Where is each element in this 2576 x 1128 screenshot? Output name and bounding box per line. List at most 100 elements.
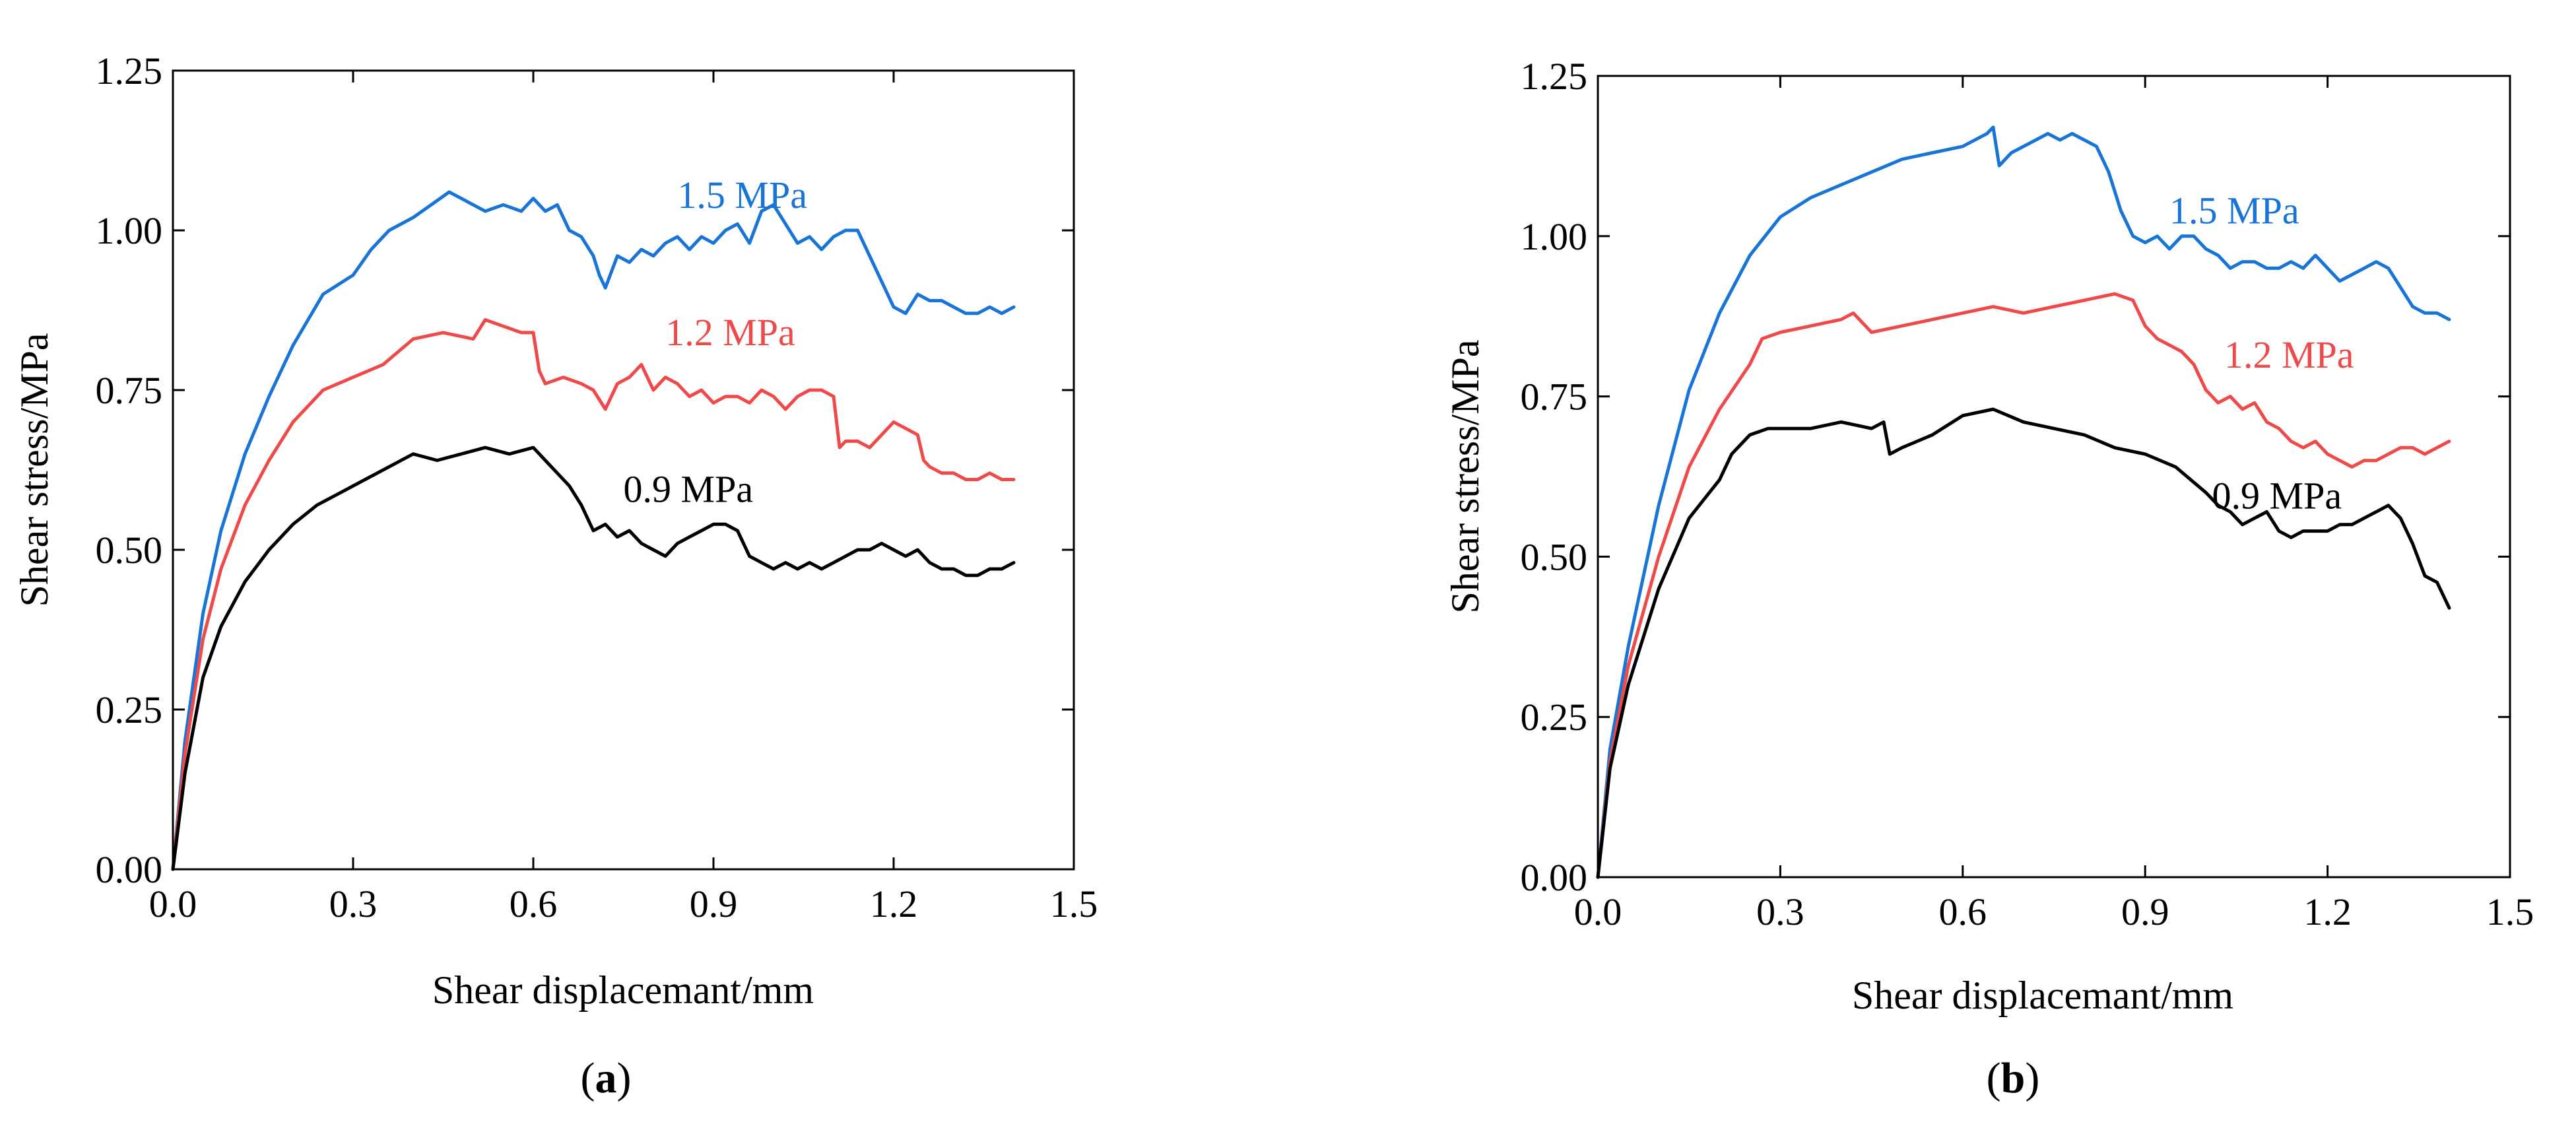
data-point-a-0-9-mpa-40 — [821, 568, 822, 570]
data-point-a-1-2-mpa-18 — [545, 383, 546, 385]
data-point-a-1-5-mpa-24 — [593, 255, 594, 257]
data-point-a-1-5-mpa-60 — [1013, 306, 1014, 308]
data-point-b-1-2-mpa-5 — [1719, 409, 1721, 410]
data-point-b-1-2-mpa-25 — [2181, 350, 2183, 352]
data-point-b-1-5-mpa-17 — [1998, 165, 2000, 166]
data-point-b-0-9-mpa-7 — [1749, 434, 1751, 436]
data-point-a-1-5-mpa-29 — [641, 249, 642, 250]
data-point-b-1-2-mpa-36 — [2315, 440, 2316, 442]
data-point-a-1-2-mpa-8 — [352, 376, 354, 378]
data-point-a-0-9-mpa-4 — [244, 581, 246, 583]
data-point-a-1-5-mpa-54 — [941, 300, 942, 302]
y-tick-label-a-5: 1.25 — [96, 50, 163, 92]
data-point-a-1-5-mpa-42 — [797, 242, 799, 244]
data-point-a-0-9-mpa-29 — [688, 536, 690, 538]
data-point-b-1-5-mpa-52 — [2412, 306, 2414, 308]
data-point-a-0-9-mpa-54 — [989, 568, 991, 570]
data-point-a-1-2-mpa-51 — [929, 466, 931, 467]
data-point-b-0-9-mpa-4 — [1688, 517, 1690, 519]
x-axis-title-b: Shear displacemant/mm — [1852, 974, 2233, 1017]
data-point-a-1-5-mpa-21 — [556, 204, 558, 206]
data-point-b-1-5-mpa-16 — [1993, 126, 1994, 128]
y-tick-label-b-0: 0.00 — [1521, 856, 1588, 899]
data-point-b-1-2-mpa-42 — [2387, 453, 2389, 455]
data-point-a-1-5-mpa-53 — [929, 300, 931, 302]
data-point-a-1-2-mpa-17 — [539, 370, 540, 372]
data-point-a-1-5-mpa-15 — [473, 204, 474, 206]
data-point-a-1-5-mpa-38 — [748, 242, 750, 244]
data-point-b-1-5-mpa-47 — [2351, 274, 2353, 275]
data-point-b-0-9-mpa-6 — [1731, 453, 1733, 455]
series-labels-a: 1.5 MPa 1.2 MPa 0.9 MPa — [624, 174, 807, 510]
data-point-a-1-2-mpa-6 — [292, 421, 294, 423]
data-point-b-0-9-mpa-20 — [2053, 428, 2055, 429]
y-axis-title-b: Shear stress/MPa — [1443, 340, 1487, 614]
data-point-a-1-2-mpa-4 — [244, 504, 246, 506]
data-point-b-1-5-mpa-29 — [2132, 236, 2134, 237]
series-a-1-5-mpa — [171, 190, 1016, 871]
data-point-a-0-9-mpa-36 — [773, 568, 774, 570]
data-point-b-1-2-mpa-26 — [2193, 364, 2195, 365]
series-b-1-2-mpa — [1596, 292, 2451, 879]
data-point-b-0-9-mpa-36 — [2339, 524, 2340, 525]
data-point-b-1-5-mpa-54 — [2436, 312, 2438, 314]
data-point-a-1-2-mpa-42 — [839, 447, 840, 448]
data-point-a-0-9-mpa-37 — [785, 562, 786, 564]
data-point-b-1-5-mpa-34 — [2193, 236, 2195, 237]
ticks-layer-b: 0.0 0.3 0.6 0.9 1.2 1.5 0.00 0.25 0.50 0.75 1.00 1.… — [1521, 55, 2534, 933]
data-point-a-1-5-mpa-11 — [413, 216, 414, 218]
data-point-a-1-5-mpa-33 — [688, 249, 690, 250]
data-point-a-1-5-mpa-22 — [568, 230, 570, 231]
data-point-b-1-5-mpa-36 — [2218, 255, 2219, 256]
data-point-a-0-9-mpa-24 — [628, 530, 630, 531]
data-point-a-1-2-mpa-48 — [905, 428, 906, 429]
data-point-a-1-5-mpa-48 — [869, 255, 871, 257]
data-point-a-0-9-mpa-13 — [461, 453, 462, 455]
data-point-a-1-2-mpa-29 — [688, 395, 690, 397]
data-point-a-1-2-mpa-34 — [748, 402, 750, 404]
data-point-a-1-2-mpa-28 — [677, 383, 678, 385]
data-point-a-0-9-mpa-1 — [184, 773, 186, 774]
data-point-a-1-5-mpa-2 — [202, 613, 204, 614]
data-point-a-0-9-mpa-34 — [748, 555, 750, 557]
y-tick-label-a-2: 0.50 — [96, 529, 163, 572]
data-point-b-0-9-mpa-10 — [1810, 428, 1812, 429]
y-axis-title-a: Shear stress/MPa — [13, 333, 56, 607]
x-tick-label-a-0: 0.0 — [149, 882, 197, 925]
data-point-b-0-9-mpa-13 — [1883, 421, 1884, 423]
y-tick-label-a-3: 0.75 — [96, 369, 163, 412]
data-point-b-0-9-mpa-8 — [1767, 428, 1769, 429]
data-point-b-1-5-mpa-44 — [2315, 255, 2316, 256]
data-point-b-1-5-mpa-35 — [2205, 248, 2207, 250]
data-point-a-0-9-mpa-11 — [413, 453, 414, 455]
data-point-b-1-2-mpa-23 — [2156, 338, 2158, 339]
data-point-a-1-5-mpa-6 — [292, 345, 294, 346]
data-point-a-0-9-mpa-7 — [316, 504, 318, 506]
data-point-b-0-9-mpa-1 — [1609, 768, 1611, 769]
data-point-b-1-2-mpa-22 — [2144, 325, 2146, 327]
x-tick-label-b-1: 0.3 — [1756, 890, 1804, 933]
data-point-b-1-5-mpa-19 — [2023, 146, 2024, 147]
data-point-a-0-9-mpa-15 — [508, 453, 510, 455]
data-point-a-1-5-mpa-3 — [220, 530, 222, 531]
data-point-b-1-2-mpa-28 — [2218, 402, 2219, 404]
data-point-b-1-5-mpa-43 — [2302, 267, 2304, 269]
data-point-b-1-5-mpa-9 — [1840, 184, 1842, 185]
data-point-a-1-2-mpa-31 — [713, 402, 714, 404]
data-point-b-1-5-mpa-46 — [2339, 281, 2340, 282]
data-point-a-0-9-mpa-28 — [677, 543, 678, 545]
y-tick-label-b-4: 1.00 — [1521, 215, 1588, 258]
data-point-a-1-2-mpa-21 — [593, 389, 594, 391]
data-point-a-1-2-mpa-33 — [737, 395, 739, 397]
y-tick-label-b-2: 0.50 — [1521, 535, 1588, 578]
data-point-a-0-9-mpa-8 — [341, 492, 342, 493]
data-point-b-0-9-mpa-30 — [2266, 511, 2268, 513]
x-tick-label-a-2: 0.6 — [510, 882, 558, 925]
data-point-a-0-9-mpa-23 — [616, 536, 618, 538]
data-point-a-1-2-mpa-40 — [821, 389, 822, 391]
series-labels-b: 1.5 MPa 1.2 MPa 0.9 MPa — [2169, 189, 2354, 517]
data-point-a-1-5-mpa-14 — [461, 197, 462, 199]
data-point-b-0-9-mpa-28 — [2241, 524, 2243, 525]
data-point-b-1-5-mpa-38 — [2241, 261, 2243, 263]
data-point-a-0-9-mpa-2 — [202, 677, 204, 679]
